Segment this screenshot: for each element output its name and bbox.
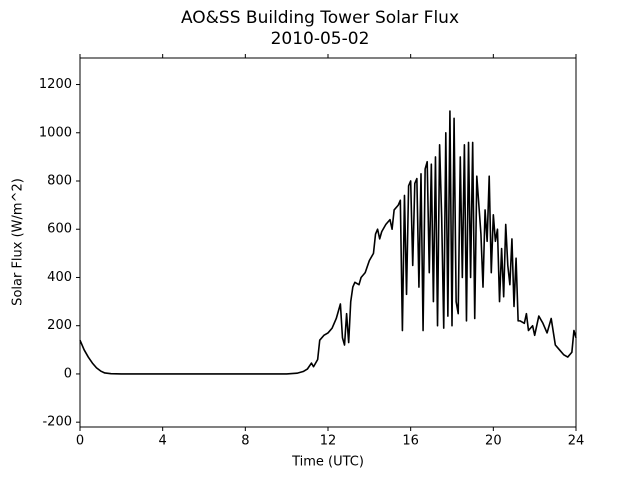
plot-frame [79,57,577,428]
y-tick-label: 1000 [39,125,72,140]
y-tick-label: 600 [47,222,72,237]
x-axis-label: Time (UTC) [291,455,364,470]
y-axis-label: Solar Flux (W/m^2) [11,178,26,306]
x-tick-label: 16 [402,434,419,449]
y-tick-label: 400 [47,270,72,285]
y-tick-label: -200 [42,415,72,430]
x-tick-label: 4 [159,434,167,449]
chart-title: AO&SS Building Tower Solar Flux [181,8,459,28]
data-line [79,110,577,375]
x-tick-label: 0 [76,434,84,449]
x-tick-label: 20 [485,434,502,449]
y-tick-label: 1200 [39,77,72,92]
y-tick-label: 200 [47,318,72,333]
x-tick-label: 24 [568,434,585,449]
x-tick-label: 8 [241,434,249,449]
y-tick-label: 800 [47,174,72,189]
y-tick-label: 0 [64,366,72,381]
chart-subtitle: 2010-05-02 [271,29,370,49]
x-tick-label: 12 [320,434,337,449]
